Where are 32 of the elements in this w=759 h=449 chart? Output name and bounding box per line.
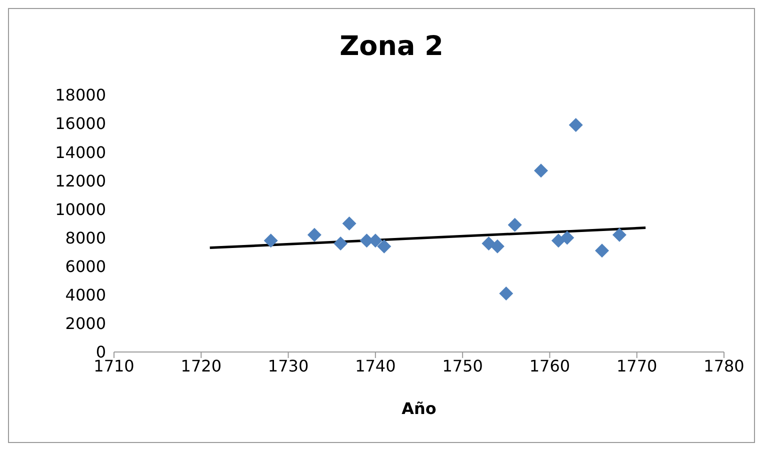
point <box>499 286 514 300</box>
chart-title: Zona 2 <box>338 31 444 62</box>
y-tick-label: 6000 <box>65 257 106 276</box>
point <box>482 236 496 250</box>
point <box>264 234 278 248</box>
y-tick-label: 8000 <box>65 228 106 248</box>
point <box>568 118 583 132</box>
point <box>342 216 356 230</box>
y-tick-label: 14000 <box>55 142 106 162</box>
y-tick-label: 16000 <box>55 114 106 134</box>
x-tick-label: 1730 <box>268 356 309 376</box>
x-axis-title: Año <box>402 399 436 418</box>
point <box>612 228 626 242</box>
y-tick-label: 10000 <box>55 200 106 219</box>
x-tick-label: 1720 <box>180 356 222 376</box>
y-tick-label: 2000 <box>65 314 106 334</box>
point <box>508 218 522 232</box>
y-tick-label: 18000 <box>55 86 106 105</box>
point <box>534 164 548 178</box>
point <box>595 244 609 258</box>
x-tick-label: 1780 <box>704 356 744 376</box>
x-tick-label: 1770 <box>616 356 658 376</box>
point <box>307 228 322 242</box>
y-tick-label: 4000 <box>65 286 106 305</box>
y-tick-label: 12000 <box>55 171 106 190</box>
x-tick-label: 1750 <box>442 356 483 376</box>
x-tick-label: 1740 <box>355 356 396 376</box>
x-tick-label: 1760 <box>529 356 570 376</box>
point <box>334 236 348 250</box>
point <box>490 239 504 254</box>
point <box>560 230 574 245</box>
point <box>377 239 392 254</box>
